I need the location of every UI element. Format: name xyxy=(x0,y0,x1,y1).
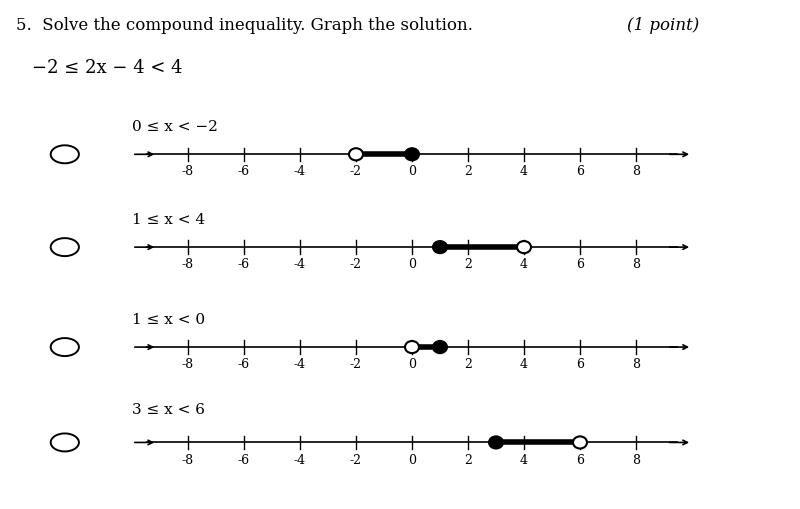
Text: 6: 6 xyxy=(576,357,584,371)
Text: -6: -6 xyxy=(238,165,250,178)
Text: 0 ≤ x < −2: 0 ≤ x < −2 xyxy=(132,120,218,134)
Text: 8: 8 xyxy=(632,453,640,466)
Circle shape xyxy=(50,434,79,451)
Text: 4: 4 xyxy=(520,453,528,466)
Text: -2: -2 xyxy=(350,453,362,466)
Text: -6: -6 xyxy=(238,258,250,271)
Circle shape xyxy=(573,437,587,448)
Text: -8: -8 xyxy=(182,258,194,271)
Text: -4: -4 xyxy=(294,453,306,466)
Text: 6: 6 xyxy=(576,165,584,178)
Text: 1 ≤ x < 0: 1 ≤ x < 0 xyxy=(132,313,205,327)
Text: 2: 2 xyxy=(464,258,472,271)
Text: -4: -4 xyxy=(294,165,306,178)
Text: 4: 4 xyxy=(520,258,528,271)
Text: -2: -2 xyxy=(350,165,362,178)
Text: 0: 0 xyxy=(408,165,416,178)
Circle shape xyxy=(405,342,419,353)
Text: 4: 4 xyxy=(520,165,528,178)
Text: (1 point): (1 point) xyxy=(626,17,699,34)
Circle shape xyxy=(50,338,79,356)
Text: 6: 6 xyxy=(576,258,584,271)
Text: 8: 8 xyxy=(632,165,640,178)
Text: 0: 0 xyxy=(408,258,416,271)
Text: -8: -8 xyxy=(182,165,194,178)
Text: 2: 2 xyxy=(464,165,472,178)
Circle shape xyxy=(405,149,419,161)
Text: -4: -4 xyxy=(294,258,306,271)
Text: −2 ≤ 2x − 4 < 4: −2 ≤ 2x − 4 < 4 xyxy=(32,59,182,76)
Text: 8: 8 xyxy=(632,258,640,271)
Circle shape xyxy=(349,149,363,161)
Text: 1 ≤ x < 4: 1 ≤ x < 4 xyxy=(132,213,205,227)
Circle shape xyxy=(517,242,531,253)
Text: -4: -4 xyxy=(294,357,306,371)
Circle shape xyxy=(433,242,447,253)
Text: 2: 2 xyxy=(464,453,472,466)
Text: 4: 4 xyxy=(520,357,528,371)
Text: -6: -6 xyxy=(238,357,250,371)
Circle shape xyxy=(50,146,79,164)
Circle shape xyxy=(433,342,447,353)
Text: -6: -6 xyxy=(238,453,250,466)
Text: 3 ≤ x < 6: 3 ≤ x < 6 xyxy=(132,403,205,416)
Text: 8: 8 xyxy=(632,357,640,371)
Text: 0: 0 xyxy=(408,453,416,466)
Circle shape xyxy=(489,437,503,448)
Text: -8: -8 xyxy=(182,357,194,371)
Text: -2: -2 xyxy=(350,357,362,371)
Text: -2: -2 xyxy=(350,258,362,271)
Text: 6: 6 xyxy=(576,453,584,466)
Text: 2: 2 xyxy=(464,357,472,371)
Text: -8: -8 xyxy=(182,453,194,466)
Text: 5.  Solve the compound inequality. Graph the solution.: 5. Solve the compound inequality. Graph … xyxy=(16,17,473,34)
Circle shape xyxy=(50,239,79,257)
Text: 0: 0 xyxy=(408,357,416,371)
